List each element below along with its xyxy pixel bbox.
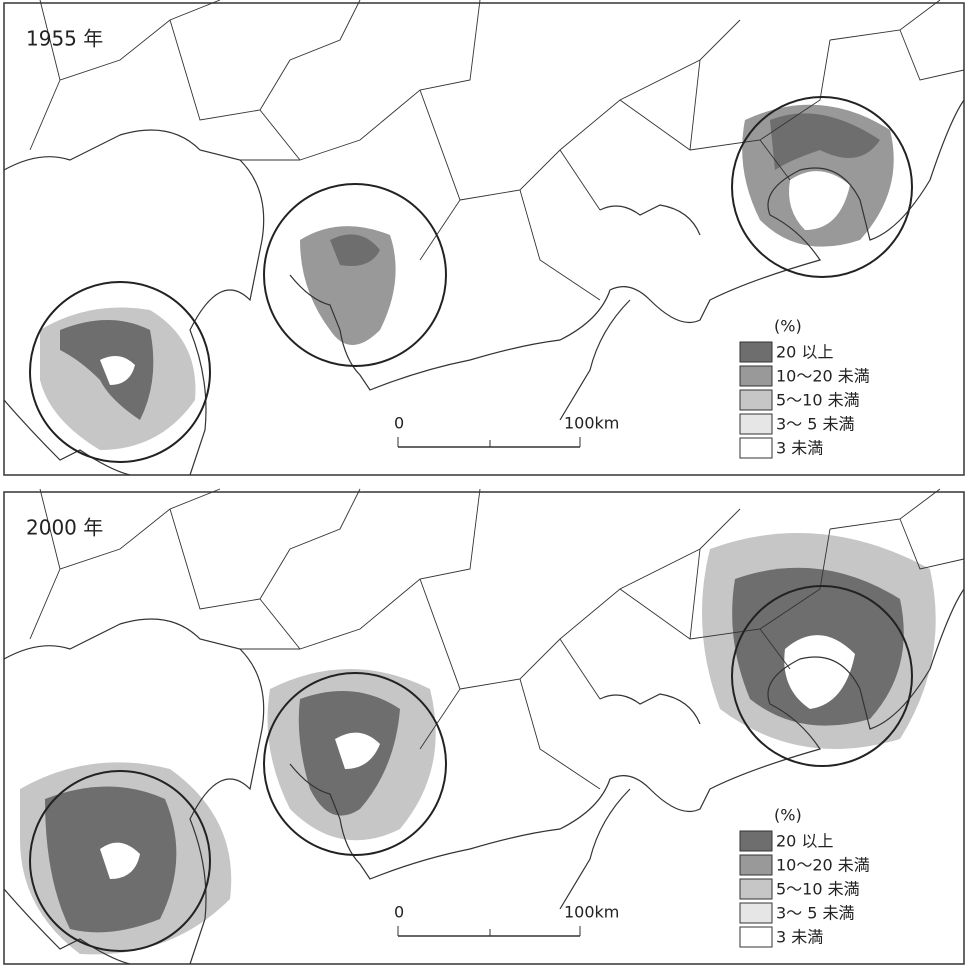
legend-label: 3～ 5 未満 — [776, 415, 855, 434]
legend-label: 20 以上 — [776, 343, 833, 362]
scale-start: 0 — [394, 903, 404, 922]
legend-unit: (%) — [774, 806, 802, 825]
legend-label: 5～10 未満 — [776, 391, 860, 410]
legend-swatch — [740, 927, 772, 947]
legend-label: 10～20 未満 — [776, 856, 870, 875]
legend-swatch — [740, 879, 772, 899]
map-figure: 1955 年 (%) 20 以上 10～20 未満 5～10 未満 3～ 5 未満 3 未満… — [0, 0, 967, 966]
legend-swatch — [740, 366, 772, 386]
legend-swatch — [740, 438, 772, 458]
panel-title: 1955 年 — [26, 27, 103, 51]
legend-label: 20 以上 — [776, 832, 833, 851]
legend-unit: (%) — [774, 317, 802, 336]
legend-label: 5～10 未満 — [776, 880, 860, 899]
legend-swatch — [740, 414, 772, 434]
panel: 1955 年 (%) 20 以上 10～20 未満 5～10 未満 3～ 5 未満 3 未満… — [4, 0, 964, 475]
legend-swatch — [740, 855, 772, 875]
legend-label: 3 未満 — [776, 439, 823, 458]
scale-end: 100km — [564, 414, 619, 433]
panel: 2000 年 (%) 20 以上 10～20 未満 5～10 未満 3～ 5 未満 3 未満… — [4, 489, 964, 964]
legend-swatch — [740, 831, 772, 851]
legend-label: 3～ 5 未満 — [776, 904, 855, 923]
legend-swatch — [740, 390, 772, 410]
legend-label: 3 未満 — [776, 928, 823, 947]
page: 1955 年 (%) 20 以上 10～20 未満 5～10 未満 3～ 5 未満 3 未満… — [0, 0, 967, 966]
scale-start: 0 — [394, 414, 404, 433]
legend-swatch — [740, 342, 772, 362]
panel-title: 2000 年 — [26, 516, 103, 540]
scale-end: 100km — [564, 903, 619, 922]
legend-label: 10～20 未満 — [776, 367, 870, 386]
legend-swatch — [740, 903, 772, 923]
